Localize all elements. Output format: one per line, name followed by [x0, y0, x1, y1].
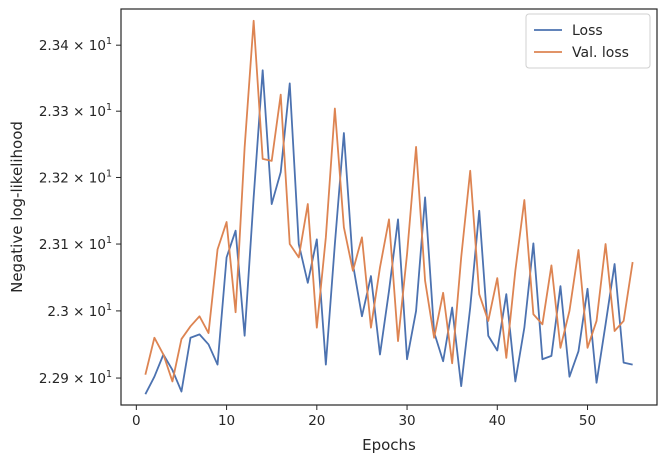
plot-background — [121, 9, 657, 405]
y-tick-label: 2.3 × 101 — [47, 302, 112, 320]
axis-ticks: 0 10 20 30 40 50 2.29 × 101 2.3 × 101 2.31 × 101… — [39, 36, 596, 429]
x-tick-label: 10 — [218, 413, 235, 429]
legend-label: Loss — [572, 23, 603, 39]
series-lines — [144, 19, 634, 395]
series-line-val-loss — [144, 19, 634, 383]
y-tick-label: 2.32 × 101 — [39, 168, 112, 186]
x-axis-label: Epochs — [362, 436, 416, 454]
y-axis-label: Negative log-likelihood — [8, 121, 26, 293]
y-tick-label: 2.34 × 101 — [39, 36, 112, 54]
legend: Loss Val. loss — [525, 13, 651, 69]
y-tick-label: 2.29 × 101 — [39, 369, 112, 387]
legend-box — [525, 13, 651, 69]
legend-label: Val. loss — [572, 45, 629, 61]
y-tick-label: 2.31 × 101 — [39, 235, 112, 253]
plot-frame — [120, 8, 658, 406]
x-tick-label: 40 — [489, 413, 506, 429]
series-line-loss — [144, 69, 633, 395]
x-tick-label: 0 — [132, 413, 141, 429]
x-tick-label: 20 — [308, 413, 325, 429]
x-tick-label: 30 — [398, 413, 415, 429]
y-tick-label: 2.33 × 101 — [39, 102, 112, 120]
x-tick-label: 50 — [579, 413, 596, 429]
